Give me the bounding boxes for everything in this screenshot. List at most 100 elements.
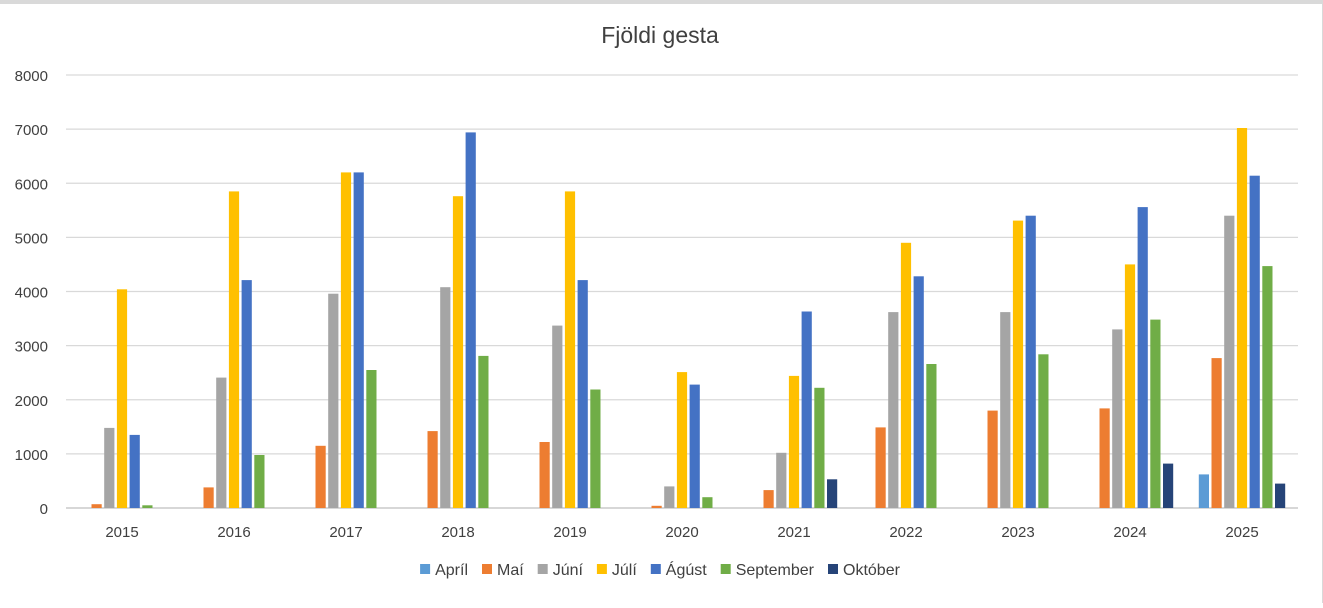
x-tick-label: 2024 <box>1113 524 1146 541</box>
bar-september-2018 <box>478 355 489 508</box>
bar-september-2021 <box>814 387 825 508</box>
bar-maí-2015 <box>91 504 102 508</box>
y-tick-label: 7000 <box>15 122 48 139</box>
legend-label: September <box>736 562 815 579</box>
x-tick-label: 2017 <box>329 524 362 541</box>
legend: Apríl Maí Júní Júlí Ágúst September Október <box>420 560 901 579</box>
x-tick-label: 2015 <box>105 524 138 541</box>
bar-ágúst-2025 <box>1249 175 1260 508</box>
bar-maí-2017 <box>315 445 326 508</box>
bar-júlí-2017 <box>340 172 352 508</box>
bar-ágúst-2015 <box>129 434 140 508</box>
x-tick-label: 2022 <box>889 524 922 541</box>
x-tick-label: 2023 <box>1001 524 1034 541</box>
bar-ágúst-2024 <box>1137 207 1148 508</box>
bar-júní-2016 <box>216 377 227 508</box>
x-tick-label: 2018 <box>441 524 474 541</box>
bar-maí-2019 <box>539 442 550 508</box>
bar-júní-2022 <box>888 312 899 508</box>
legend-swatch <box>596 564 607 574</box>
bar-júlí-2024 <box>1124 264 1136 508</box>
bar-maí-2018 <box>427 431 438 508</box>
x-tick-label: 2016 <box>217 524 250 541</box>
bar-september-2025 <box>1262 266 1273 508</box>
legend-item-september: September <box>720 562 815 579</box>
x-tick-label: 2021 <box>777 524 810 541</box>
y-tick-label: 8000 <box>15 68 48 85</box>
bar-ágúst-2023 <box>1025 215 1036 508</box>
bar-ágúst-2022 <box>913 276 924 508</box>
bar-júlí-2020 <box>676 372 688 508</box>
x-tick-label: 2020 <box>665 524 698 541</box>
bar-september-2016 <box>254 455 265 508</box>
y-tick-label: 5000 <box>15 230 48 247</box>
bar-maí-2021 <box>763 490 774 508</box>
x-tick-label: 2019 <box>553 524 586 541</box>
bar-maí-2020 <box>651 505 662 508</box>
legend-swatch <box>420 564 431 574</box>
legend-label: Júní <box>553 562 584 579</box>
y-tick-label: 2000 <box>15 393 48 410</box>
bar-september-2020 <box>702 497 713 508</box>
bar-júlí-2018 <box>452 196 464 508</box>
bar-september-2015 <box>142 505 153 508</box>
bar-júlí-2023 <box>1012 220 1024 508</box>
bar-október-2021 <box>827 479 838 508</box>
bar-júní-2019 <box>552 325 563 508</box>
bar-júlí-2015 <box>116 289 128 508</box>
legend-item-júlí: Júlí <box>596 562 637 579</box>
bar-ágúst-2020 <box>689 384 700 508</box>
bar-september-2019 <box>590 389 601 508</box>
bar-maí-2023 <box>987 410 998 508</box>
legend-swatch <box>720 564 731 574</box>
bar-september-2022 <box>926 364 937 508</box>
legend-item-maí: Maí <box>482 562 524 579</box>
bar-ágúst-2018 <box>465 132 476 508</box>
legend-label: Apríl <box>435 562 468 579</box>
bar-júlí-2022 <box>900 242 912 509</box>
frame-top-border <box>0 0 1323 4</box>
y-tick-label: 6000 <box>15 176 48 193</box>
legend-item-júní: Júní <box>537 562 584 579</box>
bar-júní-2021 <box>776 452 787 508</box>
bar-september-2024 <box>1150 319 1161 508</box>
bar-júní-2018 <box>440 287 451 508</box>
y-axis-ticks: 0 1000 2000 3000 4000 5000 6000 7000 8000 <box>15 68 48 518</box>
bar-september-2017 <box>366 370 377 508</box>
bar-júní-2024 <box>1112 329 1123 508</box>
x-axis-ticks: 2015 2016 2017 2018 2019 2020 2021 2022 2023 2024… <box>105 524 1258 541</box>
bar-júní-2017 <box>328 293 339 508</box>
bar-ágúst-2019 <box>577 280 588 508</box>
legend-label: Október <box>843 562 901 579</box>
y-tick-label: 4000 <box>15 285 48 302</box>
legend-item-ágúst: Ágúst <box>650 560 707 579</box>
legend-item-apríl: Apríl <box>420 562 468 579</box>
bar-júlí-2016 <box>228 191 240 508</box>
bar-október-2024 <box>1163 463 1174 508</box>
bars <box>91 128 1286 509</box>
legend-item-október: Október <box>828 562 901 579</box>
legend-label: Júlí <box>612 562 637 579</box>
bar-ágúst-2021 <box>801 311 812 508</box>
legend-swatch <box>650 564 661 574</box>
legend-label: Ágúst <box>666 560 707 579</box>
legend-label: Maí <box>497 562 524 579</box>
bar-júlí-2019 <box>564 191 576 508</box>
bar-júní-2020 <box>664 486 675 508</box>
bar-júní-2025 <box>1224 215 1235 508</box>
bar-september-2023 <box>1038 354 1049 508</box>
legend-swatch <box>828 564 838 574</box>
legend-swatch <box>537 564 548 574</box>
bar-júlí-2025 <box>1236 128 1248 508</box>
bar-apríl-2025 <box>1198 474 1209 508</box>
y-tick-label: 3000 <box>15 339 48 356</box>
chart-title: Fjöldi gesta <box>601 22 719 48</box>
bar-október-2025 <box>1275 483 1286 508</box>
bar-maí-2024 <box>1099 408 1110 508</box>
legend-swatch <box>482 564 492 574</box>
y-tick-label: 1000 <box>15 447 48 464</box>
x-tick-label: 2025 <box>1225 524 1258 541</box>
bar-maí-2025 <box>1211 358 1222 508</box>
